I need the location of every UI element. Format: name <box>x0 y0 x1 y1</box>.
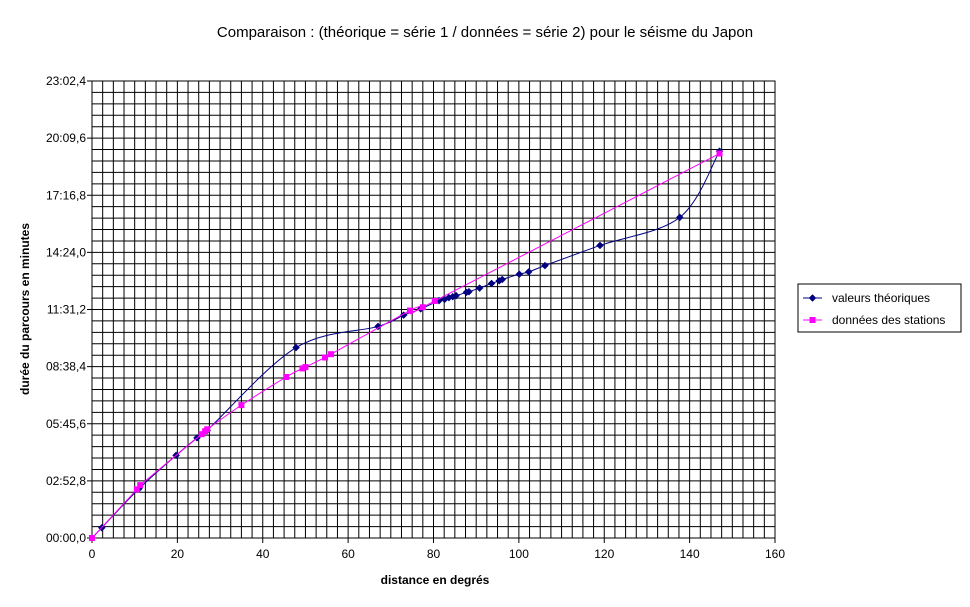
data-point-theoretical <box>452 291 460 300</box>
y-tick-label: 11:31,2 <box>47 303 86 317</box>
legend-box <box>797 283 962 333</box>
y-tick-label: 05:45,6 <box>46 417 86 431</box>
data-point-theoretical <box>374 322 382 331</box>
data-point-theoretical <box>475 284 484 292</box>
x-tick-label: 100 <box>509 547 529 561</box>
x-tick-label: 60 <box>341 547 355 561</box>
data-point-theoretical <box>675 213 684 222</box>
x-tick-label: 140 <box>680 547 700 561</box>
data-point-station <box>328 351 335 358</box>
data-point-station <box>137 482 144 489</box>
legend: valeurs théoriques données des stations <box>797 283 962 333</box>
x-tick-label: 80 <box>427 547 441 561</box>
data-point-station <box>431 297 438 304</box>
x-axis-ticks: 0 20 40 60 80 100 120 140 160 <box>89 538 785 561</box>
y-tick-label: 23:02,4 <box>46 74 86 88</box>
y-tick-label: 02:52,8 <box>46 474 86 488</box>
data-point-station <box>283 374 290 381</box>
data-point-station <box>133 486 140 493</box>
data-point-theoretical <box>487 279 496 288</box>
y-tick-label: 20:09,6 <box>46 131 86 145</box>
x-tick-label: 20 <box>171 547 185 561</box>
x-tick-label: 0 <box>89 547 96 561</box>
data-point-station <box>89 535 95 541</box>
data-point-station <box>302 364 309 371</box>
x-tick-label: 40 <box>256 547 270 561</box>
data-point-theoretical <box>515 270 524 279</box>
chart-title: Comparaison : (théorique = série 1 / don… <box>217 24 753 41</box>
y-tick-label: 00:00,0 <box>46 531 86 545</box>
data-point-theoretical <box>498 275 507 284</box>
legend-items: valeurs théoriques données des stations <box>803 291 945 327</box>
y-axis-ticks: 00:00,0 02:52,8 05:45,6 08:38,4 11:31,2 14:24… <box>46 74 92 545</box>
data-point-station <box>407 307 414 314</box>
data-point-theoretical <box>541 261 549 270</box>
legend-item: valeurs théoriques <box>803 291 930 305</box>
data-point-station <box>322 354 329 361</box>
series-2 <box>89 150 723 541</box>
y-axis-title: durée du parcours en minutes <box>18 223 32 395</box>
data-point-station <box>198 431 205 438</box>
y-tick-label: 14:24,0 <box>46 245 86 259</box>
data-point-station <box>419 304 426 311</box>
data-point-station <box>204 426 211 433</box>
data-point-theoretical <box>524 268 533 276</box>
y-tick-label: 08:38,4 <box>46 360 86 374</box>
data-point-station <box>809 317 816 323</box>
legend-label: données des stations <box>832 313 945 327</box>
series-layer <box>88 147 724 542</box>
legend-item: données des stations <box>803 313 945 327</box>
data-point-station <box>716 150 723 157</box>
data-point-station <box>238 402 245 409</box>
data-point-theoretical <box>596 241 604 250</box>
x-tick-label: 160 <box>765 547 785 561</box>
data-point-theoretical <box>465 287 473 296</box>
x-tick-label: 120 <box>594 547 614 561</box>
x-axis-title: distance en degrés <box>381 573 490 587</box>
grid <box>92 81 775 538</box>
data-point-theoretical <box>808 294 817 302</box>
data-point-theoretical <box>292 343 300 352</box>
y-tick-label: 17:16,8 <box>46 188 86 202</box>
legend-label: valeurs théoriques <box>832 291 930 305</box>
